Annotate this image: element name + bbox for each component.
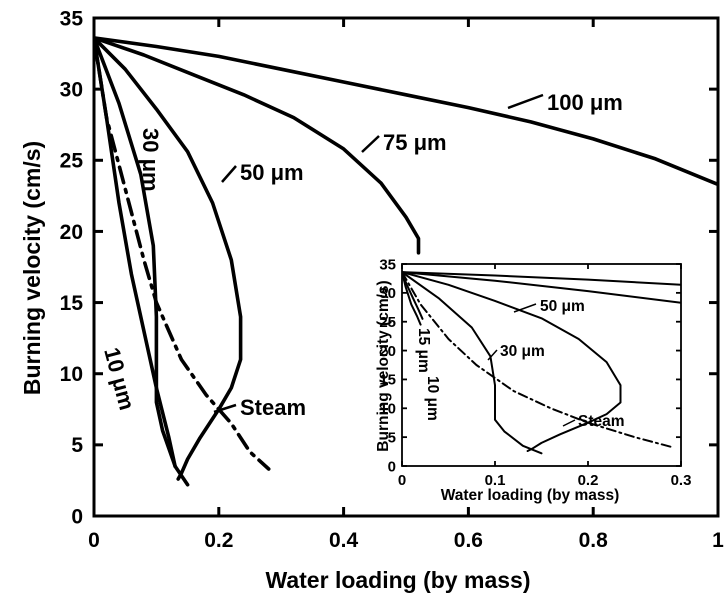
inset-x-tick-label: 0	[398, 472, 406, 489]
main-y-tick-label: 0	[71, 505, 83, 528]
main-x-tick-label: 0	[88, 529, 100, 552]
inset-series-15-um	[402, 271, 424, 320]
inset-x-tick-label: 0.3	[671, 472, 692, 489]
inset-y-tick-label: 30	[379, 285, 396, 302]
inset-label-leader-steam	[562, 419, 576, 427]
inset-y-tick-label: 15	[379, 372, 396, 389]
main-label-leader-50-um	[221, 165, 237, 183]
inset-series-10-um	[402, 271, 422, 326]
inset-series-steam	[402, 271, 673, 448]
inset-series-100-um	[402, 271, 681, 286]
main-x-tick-label: 0.6	[454, 529, 483, 552]
inset-curve-label-15-um: 15 μm	[415, 328, 432, 373]
main-y-tick-label: 10	[60, 363, 83, 386]
main-x-tick-label: 0.8	[579, 529, 609, 552]
inset-label-leader-50-um	[513, 303, 537, 313]
inset-y-tick-label: 0	[388, 458, 396, 475]
main-y-tick-label: 15	[60, 292, 84, 315]
inset-y-tick-label: 10	[379, 401, 396, 418]
inset-curve-label-50-um: 50 μm	[540, 298, 585, 315]
main-x-tick-label: 0.4	[329, 529, 359, 552]
main-y-axis-title: Burning velocity (cm/s)	[19, 141, 45, 395]
inset-curve-label-10-um: 10 μm	[424, 376, 441, 421]
inset-y-tick-label: 35	[379, 256, 396, 273]
main-series-10-um	[94, 36, 177, 468]
main-curve-label-30-um: 30 μm	[138, 128, 163, 192]
main-x-tick-label: 1	[712, 529, 724, 552]
main-y-tick-label: 20	[60, 221, 83, 244]
main-series-30-um	[94, 36, 190, 487]
main-y-tick-label: 30	[60, 78, 83, 101]
main-x-tick-label: 0.2	[204, 529, 233, 552]
inset-curve-label-steam: Steam	[578, 413, 625, 430]
main-curve-label-50-um: 50 μm	[240, 160, 304, 185]
inset-y-tick-label: 5	[388, 429, 396, 446]
inset-x-tick-label: 0.1	[485, 472, 506, 489]
inset-series-30-um	[402, 271, 543, 455]
main-x-axis-title: Water loading (by mass)	[266, 567, 531, 593]
inset-series-50-um	[402, 271, 622, 452]
main-series-50-um	[94, 36, 243, 481]
main-y-tick-label: 35	[60, 7, 84, 30]
inset-y-axis-title: Burning velocity (cm/s)	[375, 280, 392, 451]
main-series-75-um	[94, 36, 421, 255]
inset-y-tick-label: 25	[379, 314, 396, 331]
inset-x-tick-label: 0.2	[578, 472, 599, 489]
main-label-leader-100-um	[507, 93, 544, 110]
main-y-tick-label: 5	[71, 434, 83, 457]
inset-plot-frame	[401, 263, 682, 467]
main-series-steam	[94, 36, 271, 471]
main-y-tick-label: 25	[60, 150, 84, 173]
inset-y-tick-label: 20	[379, 343, 396, 360]
inset-x-axis-title: Water loading (by mass)	[441, 487, 620, 504]
main-series-100-um	[94, 36, 718, 187]
main-curve-label-100-um: 100 μm	[547, 90, 623, 115]
main-curve-label-steam: Steam	[240, 395, 306, 420]
inset-label-leader-30-um	[487, 349, 498, 361]
main-label-leader-75-um	[361, 135, 380, 153]
inset-curve-label-30-um: 30 μm	[500, 343, 545, 360]
inset-series-75-um	[402, 271, 681, 304]
main-curve-label-75-um: 75 μm	[383, 130, 447, 155]
inset-chart: 0 0.1 0.2 0.3 0 5 10 15 20 25 30 35 Water loading (b…	[375, 256, 691, 504]
main-label-leader-steam	[213, 403, 237, 414]
